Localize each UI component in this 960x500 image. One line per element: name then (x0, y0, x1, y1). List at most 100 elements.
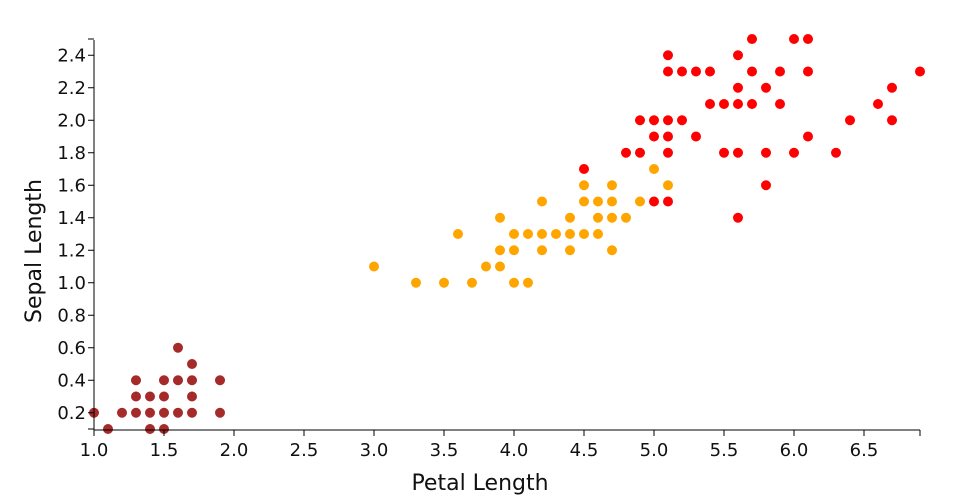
data-point (523, 229, 533, 239)
y-tick-label: 2.2 (57, 78, 86, 99)
x-tick-label: 3.0 (360, 440, 389, 461)
axes-layer (93, 40, 920, 431)
data-point (831, 147, 841, 158)
data-point (537, 229, 547, 239)
x-tick-label: 1.5 (150, 440, 179, 461)
data-point (775, 99, 785, 109)
data-point (579, 229, 589, 239)
data-point (173, 407, 183, 418)
x-tick-label: 3.5 (430, 440, 459, 461)
data-point (621, 212, 631, 223)
data-point (145, 391, 155, 402)
y-axis-title: Sepal Length (22, 179, 47, 323)
y-tick-label: 2.0 (57, 110, 86, 131)
data-point (187, 359, 197, 369)
data-point (131, 407, 141, 418)
y-tick-label: 0.4 (57, 370, 86, 391)
data-point (565, 212, 575, 223)
y-tick-label: 1.6 (57, 175, 86, 196)
data-point (159, 375, 169, 386)
data-point (579, 196, 589, 207)
data-point (369, 261, 379, 272)
data-point (607, 196, 617, 207)
data-point (509, 229, 519, 239)
data-point (747, 99, 757, 109)
data-point (537, 196, 547, 207)
data-point (103, 424, 113, 434)
x-axis-title: Petal Length (411, 471, 548, 496)
data-point (145, 424, 155, 434)
data-point (733, 82, 743, 93)
data-point (187, 375, 197, 386)
data-point (761, 147, 771, 158)
data-point (607, 180, 617, 191)
data-point (523, 277, 533, 288)
data-point (747, 34, 757, 44)
data-point (663, 147, 673, 158)
data-point (551, 229, 561, 239)
data-point (495, 261, 505, 272)
y-tick-label: 1.8 (57, 143, 86, 164)
data-point (495, 245, 505, 256)
series-3 (579, 34, 925, 223)
data-point (789, 147, 799, 158)
data-point (621, 147, 631, 158)
data-point (733, 99, 743, 109)
x-tick-label: 2.0 (220, 440, 249, 461)
points-layer (89, 34, 925, 434)
data-point (803, 131, 813, 142)
data-point (775, 66, 785, 77)
data-point (607, 212, 617, 223)
data-point (635, 115, 645, 126)
data-point (677, 115, 687, 126)
data-point (887, 82, 897, 93)
data-point (663, 115, 673, 126)
x-tick-label: 2.5 (290, 440, 319, 461)
y-tick-label: 1.2 (57, 240, 86, 261)
data-point (187, 407, 197, 418)
x-tick-label: 6.5 (850, 440, 879, 461)
y-tick-label: 0.2 (57, 403, 86, 424)
data-point (649, 196, 659, 207)
data-point (607, 245, 617, 256)
data-point (117, 407, 127, 418)
x-tick-label: 4.0 (500, 440, 529, 461)
y-tick-label: 1.0 (57, 273, 86, 294)
data-point (453, 229, 463, 239)
data-point (495, 212, 505, 223)
data-point (761, 82, 771, 93)
data-point (579, 164, 589, 174)
data-point (159, 391, 169, 402)
data-point (649, 131, 659, 142)
data-point (663, 66, 673, 77)
x-axis-ticks: 1.0 1.5 2.0 2.5 3.0 3.5 4.0 4.5 5.0 5.5 6.0 6.5 (80, 430, 921, 461)
data-point (131, 391, 141, 402)
x-tick-label: 6.0 (780, 440, 809, 461)
data-point (481, 261, 491, 272)
series-2 (369, 164, 673, 288)
data-point (649, 164, 659, 174)
y-tick-label: 0.6 (57, 338, 86, 359)
data-point (537, 245, 547, 256)
series-1 (89, 342, 225, 434)
data-point (705, 66, 715, 77)
data-point (803, 34, 813, 44)
data-point (579, 180, 589, 191)
data-point (663, 196, 673, 207)
data-point (565, 245, 575, 256)
data-point (789, 34, 799, 44)
data-point (691, 66, 701, 77)
x-tick-label: 4.5 (570, 440, 599, 461)
data-point (187, 391, 197, 402)
data-point (635, 147, 645, 158)
data-point (845, 115, 855, 126)
data-point (747, 66, 757, 77)
data-point (215, 375, 225, 386)
data-point (509, 245, 519, 256)
y-tick-label: 0.8 (57, 305, 86, 326)
data-point (873, 99, 883, 109)
data-point (663, 131, 673, 142)
data-point (761, 180, 771, 191)
data-point (159, 424, 169, 434)
